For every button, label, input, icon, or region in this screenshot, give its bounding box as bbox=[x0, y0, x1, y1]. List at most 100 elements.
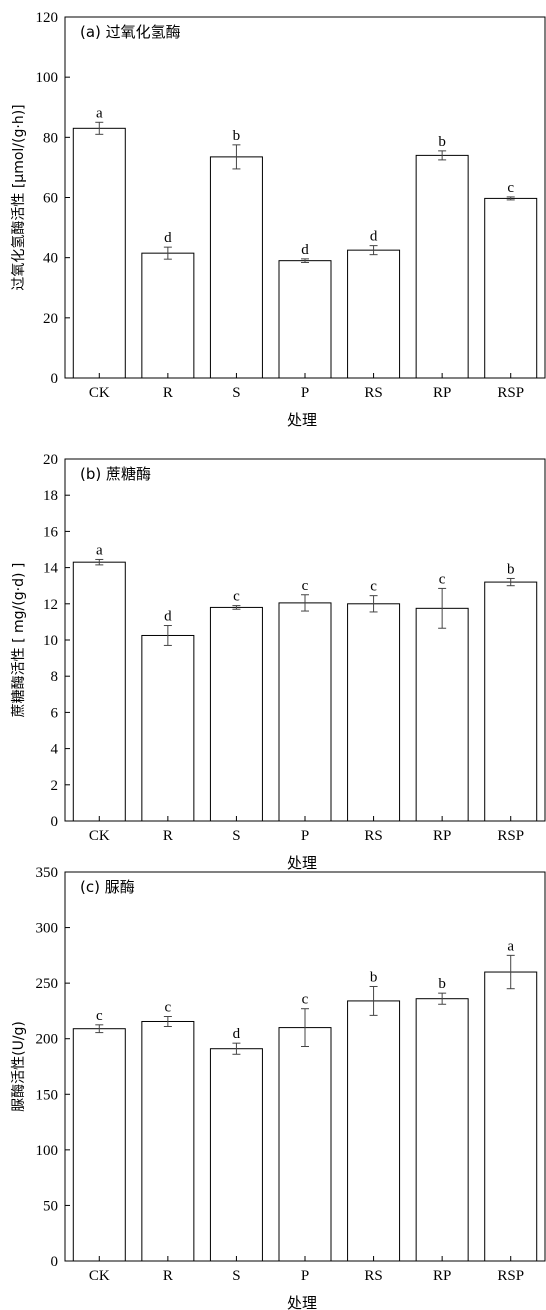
bar-r bbox=[141, 1020, 195, 1262]
y-tick-label: 40 bbox=[43, 251, 58, 267]
y-tick-label: 14 bbox=[43, 561, 59, 577]
y-tick-label: 12 bbox=[43, 597, 58, 613]
x-tick-label: P bbox=[301, 828, 309, 844]
bar-r bbox=[141, 252, 195, 379]
bar-ck bbox=[72, 561, 126, 822]
significance-letter: d bbox=[233, 1026, 241, 1042]
significance-letter: c bbox=[96, 1008, 103, 1024]
x-tick-label: RS bbox=[364, 1268, 382, 1284]
y-tick-label: 2 bbox=[51, 778, 59, 794]
significance-letter: a bbox=[96, 542, 103, 558]
y-tick-label: 250 bbox=[36, 976, 59, 992]
y-tick-label: 50 bbox=[43, 1198, 58, 1214]
significance-letter: c bbox=[233, 589, 240, 605]
x-tick-label: RP bbox=[433, 828, 451, 844]
x-tick-label: RS bbox=[364, 385, 382, 401]
bar-p bbox=[278, 602, 332, 822]
significance-letter: a bbox=[96, 105, 103, 121]
x-tick-label: RSP bbox=[497, 1268, 524, 1284]
y-tick-label: 0 bbox=[51, 371, 59, 387]
panel-title: (c) 脲酶 bbox=[80, 878, 135, 896]
bar-rp bbox=[415, 998, 469, 1262]
y-tick-label: 0 bbox=[51, 1254, 59, 1270]
x-tick-label: RP bbox=[433, 1268, 451, 1284]
x-tick-label: RS bbox=[364, 828, 382, 844]
y-axis-label: 蔗糖酶活性 [ mg/(g·d) ] bbox=[11, 563, 27, 718]
significance-letter: c bbox=[439, 571, 446, 587]
x-tick-label: R bbox=[163, 385, 173, 401]
x-tick-label: RSP bbox=[497, 828, 524, 844]
significance-letter: c bbox=[302, 992, 309, 1008]
x-tick-label: P bbox=[301, 385, 309, 401]
y-tick-label: 20 bbox=[43, 452, 58, 468]
y-tick-label: 4 bbox=[51, 742, 59, 758]
chart-panel-1: 0 20 40 60 80 100 120 过氧化氢酶活性 [μmol/(g·h)] a CK d R… bbox=[11, 10, 546, 429]
x-tick-label: S bbox=[232, 1268, 240, 1284]
chart-panel-2: 0 2 4 6 8 10 12 14 16 18 20 蔗糖酶活性 [ mg/(g·d) ] a CK d R… bbox=[11, 452, 546, 872]
significance-letter: c bbox=[507, 180, 514, 196]
bar-rsp bbox=[484, 971, 538, 1262]
y-tick-label: 16 bbox=[43, 524, 59, 540]
significance-letter: b bbox=[233, 128, 241, 144]
y-tick-label: 300 bbox=[36, 921, 59, 937]
x-tick-label: CK bbox=[89, 1268, 110, 1284]
bar-rs bbox=[347, 1000, 401, 1262]
x-tick-label: S bbox=[232, 828, 240, 844]
y-tick-label: 100 bbox=[36, 1143, 59, 1159]
significance-letter: c bbox=[165, 999, 172, 1015]
bar-rsp bbox=[484, 197, 538, 379]
bar-rs bbox=[347, 249, 401, 379]
bar-rp bbox=[415, 154, 469, 379]
y-tick-label: 350 bbox=[36, 865, 59, 881]
bar-rs bbox=[347, 603, 401, 822]
x-axis-label: 处理 bbox=[287, 854, 317, 872]
significance-letter: b bbox=[438, 134, 446, 150]
bar-p bbox=[278, 1027, 332, 1262]
y-tick-label: 20 bbox=[43, 311, 58, 327]
significance-letter: c bbox=[302, 578, 309, 594]
bar-s bbox=[209, 1048, 263, 1262]
significance-letter: d bbox=[164, 609, 172, 625]
x-tick-label: CK bbox=[89, 385, 110, 401]
x-tick-label: CK bbox=[89, 828, 110, 844]
x-tick-label: RP bbox=[433, 385, 451, 401]
y-axis-label: 过氧化氢酶活性 [μmol/(g·h)] bbox=[11, 104, 27, 290]
x-tick-label: P bbox=[301, 1268, 309, 1284]
bar-s bbox=[209, 606, 263, 822]
y-tick-label: 200 bbox=[36, 1032, 59, 1048]
y-tick-label: 80 bbox=[43, 130, 58, 146]
significance-letter: a bbox=[507, 938, 514, 954]
bar-ck bbox=[72, 127, 126, 379]
y-axis-label: 脲酶活性(U/g) bbox=[11, 1021, 27, 1112]
y-tick-label: 8 bbox=[51, 669, 59, 685]
y-tick-label: 6 bbox=[51, 705, 59, 721]
significance-letter: c bbox=[370, 579, 377, 595]
x-axis-label: 处理 bbox=[287, 411, 317, 429]
x-tick-label: RSP bbox=[497, 385, 524, 401]
panel-title: (a) 过氧化氢酶 bbox=[80, 23, 181, 41]
y-tick-label: 60 bbox=[43, 191, 58, 207]
x-tick-label: R bbox=[163, 828, 173, 844]
bar-rsp bbox=[484, 581, 538, 822]
chart-panel-3: 0 50 100 150 200 250 300 350 脲酶活性(U/g) c CK c Rd Sc Pb… bbox=[11, 865, 546, 1310]
panel-title: (b) 蔗糖酶 bbox=[80, 465, 151, 483]
significance-letter: b bbox=[438, 976, 446, 992]
y-tick-label: 0 bbox=[51, 814, 59, 830]
y-tick-label: 150 bbox=[36, 1087, 59, 1103]
y-tick-label: 120 bbox=[36, 10, 59, 26]
bar-p bbox=[278, 260, 332, 379]
significance-letter: d bbox=[370, 229, 378, 245]
x-tick-label: S bbox=[232, 385, 240, 401]
significance-letter: b bbox=[370, 969, 378, 985]
y-tick-label: 100 bbox=[36, 70, 59, 86]
x-tick-label: R bbox=[163, 1268, 173, 1284]
x-axis-label: 处理 bbox=[287, 1294, 317, 1310]
significance-letter: b bbox=[507, 561, 515, 577]
y-tick-label: 18 bbox=[43, 488, 58, 504]
bar-ck bbox=[72, 1028, 126, 1262]
significance-letter: d bbox=[301, 242, 309, 258]
bar-r bbox=[141, 634, 195, 822]
y-tick-label: 10 bbox=[43, 633, 58, 649]
bar-s bbox=[209, 156, 263, 379]
